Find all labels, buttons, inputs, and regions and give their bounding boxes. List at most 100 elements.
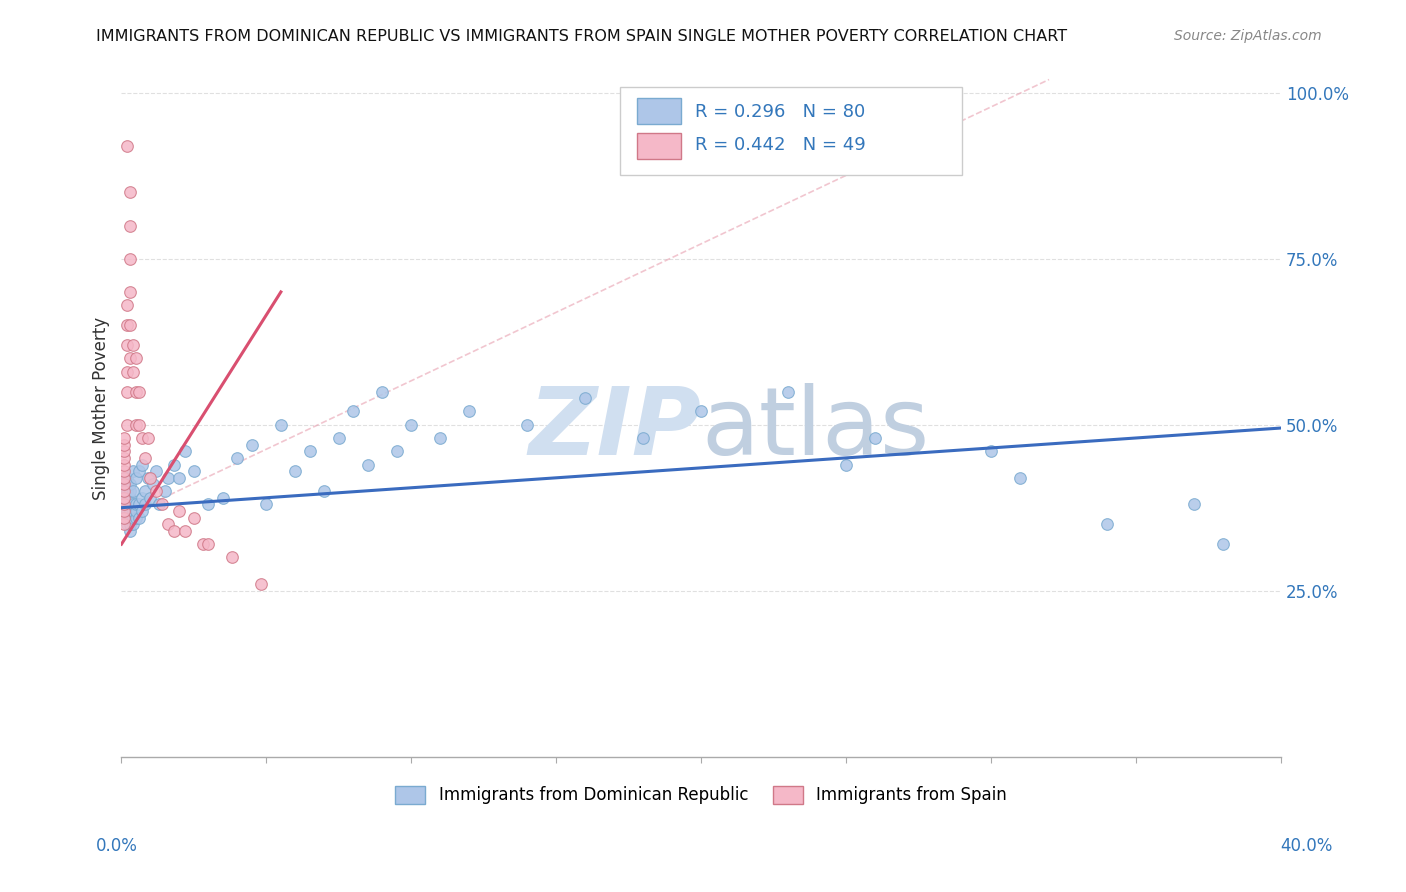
Point [148, 497, 170, 511]
Point [134, 484, 156, 499]
Point [162, 524, 184, 538]
Point [112, 517, 135, 532]
Point [145, 484, 167, 499]
Point [112, 450, 135, 465]
Point [115, 384, 138, 399]
Point [112, 431, 135, 445]
Point [112, 484, 135, 499]
Point [122, 338, 145, 352]
Text: atlas: atlas [702, 383, 929, 475]
Point [120, 524, 142, 538]
Point [131, 431, 153, 445]
Point [357, 458, 380, 472]
Point [401, 417, 423, 432]
Point [115, 318, 138, 332]
Point [458, 404, 481, 418]
Point [125, 384, 148, 399]
Point [150, 497, 173, 511]
Point [136, 431, 159, 445]
Point [122, 365, 145, 379]
Text: 0.0%: 0.0% [96, 837, 138, 855]
Point [125, 417, 148, 432]
Point [115, 510, 138, 524]
Point [122, 504, 145, 518]
Point [122, 497, 145, 511]
Point [145, 464, 167, 478]
Point [162, 458, 184, 472]
Point [174, 524, 197, 538]
Text: ZIP: ZIP [529, 383, 702, 475]
Text: Source: ZipAtlas.com: Source: ZipAtlas.com [1174, 29, 1322, 43]
Point [249, 577, 271, 591]
Point [631, 431, 654, 445]
Point [120, 252, 142, 266]
Point [115, 504, 138, 518]
Point [115, 298, 138, 312]
Point [131, 458, 153, 472]
Point [120, 219, 142, 233]
Point [156, 471, 179, 485]
Point [298, 444, 321, 458]
Text: 40.0%: 40.0% [1281, 837, 1333, 855]
Point [778, 384, 800, 399]
Point [1182, 497, 1205, 511]
Point [120, 186, 142, 200]
Point [112, 504, 135, 518]
Point [122, 517, 145, 532]
Point [112, 497, 135, 511]
Point [863, 431, 886, 445]
Point [120, 491, 142, 505]
Point [212, 491, 235, 505]
Point [371, 384, 394, 399]
Point [115, 491, 138, 505]
Point [120, 484, 142, 499]
Point [131, 504, 153, 518]
Point [112, 504, 135, 518]
Legend: Immigrants from Dominican Republic, Immigrants from Spain: Immigrants from Dominican Republic, Immi… [388, 779, 1014, 811]
Point [429, 431, 451, 445]
Point [136, 471, 159, 485]
Point [115, 477, 138, 491]
Point [385, 444, 408, 458]
Point [125, 504, 148, 518]
Point [197, 537, 219, 551]
Point [142, 477, 165, 491]
Point [115, 338, 138, 352]
Point [120, 517, 142, 532]
Point [183, 510, 205, 524]
Point [112, 444, 135, 458]
Point [240, 437, 263, 451]
Point [120, 351, 142, 366]
Point [156, 517, 179, 532]
Point [284, 464, 307, 478]
Point [1010, 471, 1032, 485]
Point [328, 431, 350, 445]
Text: IMMIGRANTS FROM DOMINICAN REPUBLIC VS IMMIGRANTS FROM SPAIN SINGLE MOTHER POVERT: IMMIGRANTS FROM DOMINICAN REPUBLIC VS IM… [96, 29, 1067, 44]
Point [115, 417, 138, 432]
Y-axis label: Single Mother Poverty: Single Mother Poverty [93, 317, 110, 500]
Point [1095, 517, 1118, 532]
Point [169, 471, 191, 485]
Point [125, 471, 148, 485]
Point [128, 384, 150, 399]
Point [120, 510, 142, 524]
Point [270, 417, 292, 432]
Point [153, 484, 176, 499]
Point [125, 510, 148, 524]
Point [139, 471, 162, 485]
Point [112, 471, 135, 485]
Point [125, 497, 148, 511]
Point [183, 464, 205, 478]
Point [122, 484, 145, 499]
Point [226, 450, 249, 465]
Point [134, 497, 156, 511]
FancyBboxPatch shape [620, 87, 962, 175]
Text: R = 0.442   N = 49: R = 0.442 N = 49 [696, 136, 866, 154]
Point [115, 139, 138, 153]
Point [690, 404, 713, 418]
Point [112, 477, 135, 491]
Point [128, 497, 150, 511]
Point [980, 444, 1002, 458]
Point [131, 491, 153, 505]
Point [120, 504, 142, 518]
